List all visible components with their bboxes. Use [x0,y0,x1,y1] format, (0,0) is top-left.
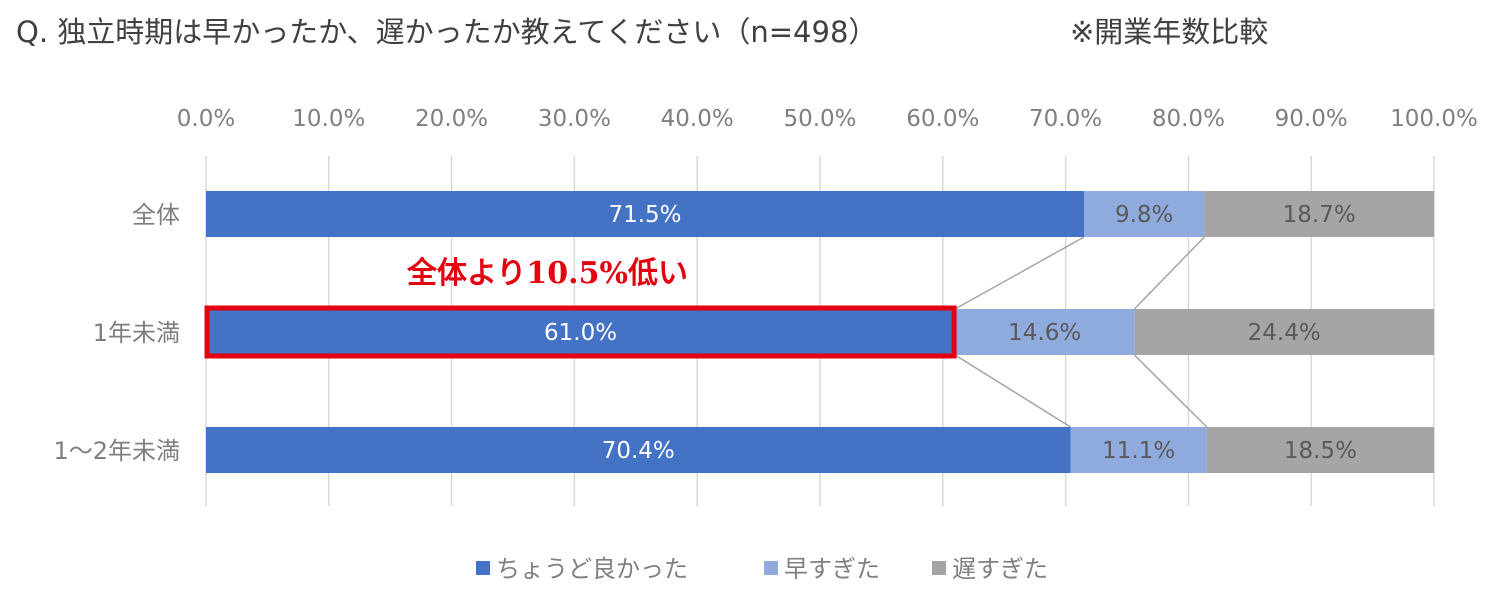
bar-segment [1206,427,1434,473]
legend-swatch [764,561,778,575]
connector-line [954,354,1071,428]
x-tick-label: 90.0% [1275,106,1348,132]
bar-segment [1070,427,1207,473]
data-label: 61.0% [544,320,617,346]
series-connector-lines [954,236,1208,428]
data-label: 24.4% [1248,320,1321,346]
x-tick-label: 10.0% [292,106,365,132]
bar-segment [206,191,1085,237]
category-label: 1年未満 [93,319,180,347]
bars: 71.5% 9.8% 18.7% 61.0% 14.6% 24.4% 70.4% 11.1% 1… [206,191,1434,473]
bar-segment [1204,191,1434,237]
legend-swatch [932,561,946,575]
bar-segment [206,427,1071,473]
data-label: 71.5% [608,202,681,228]
legend-swatch [476,561,490,575]
legend-label: 早すぎた [784,555,880,583]
x-axis-ticks: 0.0% 10.0% 20.0% 30.0% 40.0% 50.0% 60.0% 70.0% 8… [177,106,1478,132]
annotation-text: 全体より10.5%低い [406,256,688,291]
chart-title: Q. 独立時期は早かったか、遅かったか教えてください（n=498） [16,15,877,49]
data-label: 18.5% [1284,438,1357,464]
legend-label: 遅すぎた [952,555,1048,583]
bar-segment [206,309,956,355]
x-tick-label: 80.0% [1152,106,1225,132]
bar-segment [1134,309,1434,355]
category-label: 全体 [132,201,180,229]
x-tick-label: 50.0% [783,106,856,132]
data-label: 70.4% [602,438,675,464]
data-label: 11.1% [1102,438,1175,464]
category-label: 1～2年未満 [53,437,180,465]
bar-segment [1084,191,1205,237]
x-tick-label: 100.0% [1390,106,1478,132]
chart-subtitle: ※開業年数比較 [1070,15,1268,49]
data-label: 9.8% [1115,202,1173,228]
x-tick-label: 70.0% [1029,106,1102,132]
x-tick-label: 30.0% [538,106,611,132]
legend-label: ちょうど良かった [496,555,688,583]
x-tick-label: 40.0% [661,106,734,132]
x-tick-label: 60.0% [906,106,979,132]
x-tick-label: 20.0% [415,106,488,132]
annotation-highlight-box [204,305,957,359]
bar-segment [955,309,1135,355]
connector-line [1133,236,1205,310]
x-tick-label: 0.0% [177,106,235,132]
data-label: 18.7% [1283,202,1356,228]
data-label: 14.6% [1008,320,1081,346]
connector-line [954,236,1085,310]
connector-line [1133,354,1208,428]
legend: ちょうど良かった 早すぎた 遅すぎた [476,555,1048,583]
category-labels: 全体 1年未満 1～2年未満 [53,201,180,465]
